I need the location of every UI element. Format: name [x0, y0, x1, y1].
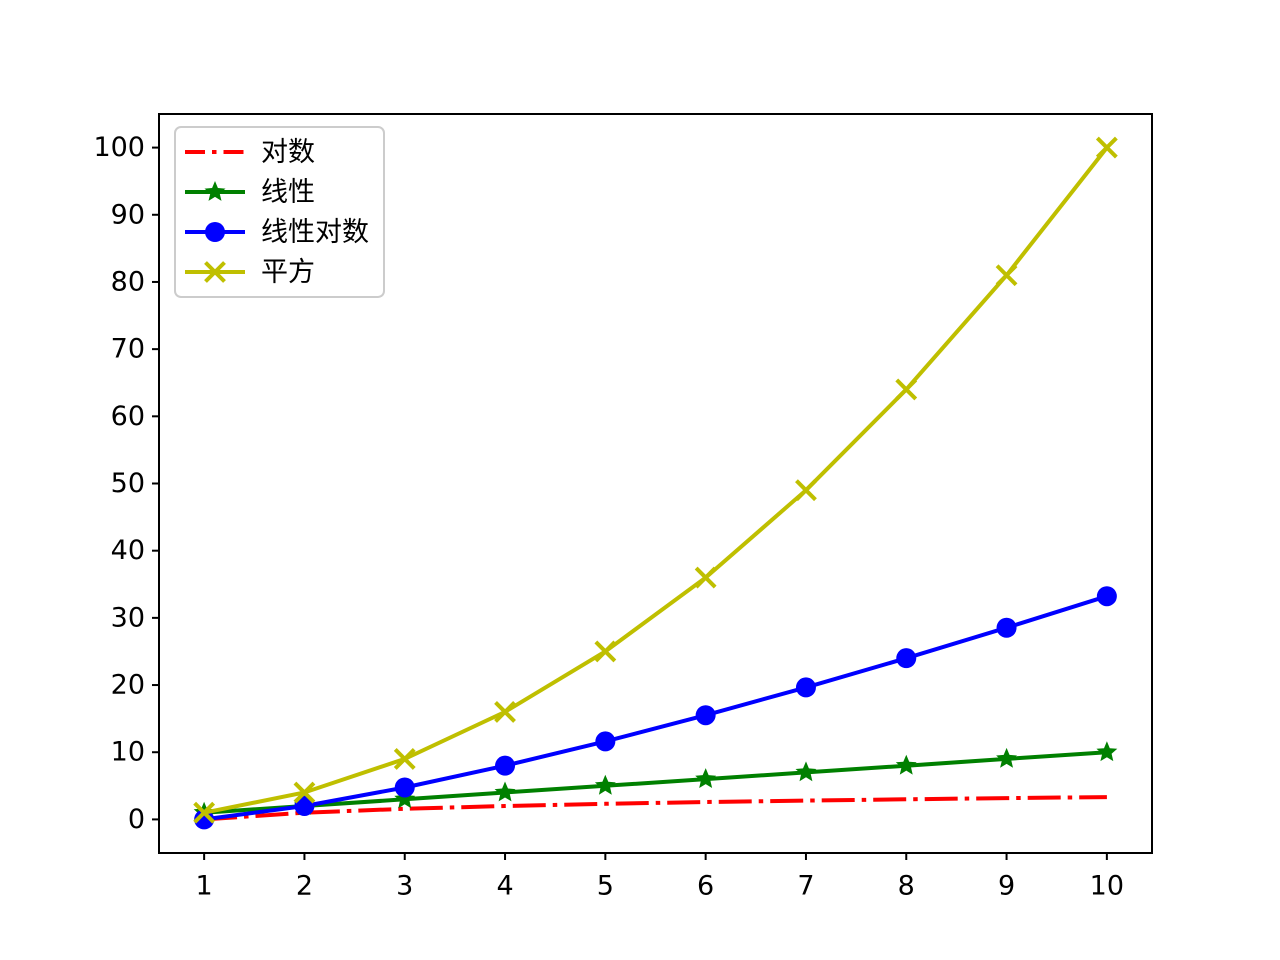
- x-marker: [204, 261, 226, 283]
- legend-item-3: 平方: [176, 253, 383, 291]
- star-marker: [795, 761, 817, 782]
- star-marker: [1096, 741, 1118, 762]
- x-marker: [995, 264, 1018, 287]
- series-line: [203, 594, 1108, 822]
- x-tick-label: 9: [998, 871, 1015, 902]
- star-marker: [695, 768, 717, 788]
- circle-marker: [294, 795, 315, 816]
- x-tick-label: 7: [797, 871, 814, 902]
- x-marker: [594, 640, 617, 663]
- star-marker: [494, 781, 516, 802]
- circle-line-sample-icon: [185, 222, 245, 242]
- x-marker: [293, 781, 316, 804]
- circle-marker: [194, 809, 215, 830]
- line-sample-icon: [185, 150, 245, 154]
- legend-label: 平方: [261, 256, 315, 288]
- series-line: [203, 750, 1108, 815]
- circle-marker: [394, 777, 415, 798]
- x-tick-label: 8: [898, 871, 915, 902]
- series-line: [203, 795, 1107, 822]
- x-line-sample-icon: [185, 261, 245, 283]
- circle-marker: [205, 222, 225, 242]
- legend-item-1: 线性: [176, 173, 383, 211]
- y-tick-label: 20: [111, 670, 145, 701]
- y-tick-label: 100: [93, 132, 145, 163]
- star-marker: [394, 788, 416, 809]
- series-0: [203, 795, 1107, 822]
- x-marker: [694, 566, 717, 589]
- x-marker: [795, 479, 817, 502]
- y-tick-label: 90: [111, 199, 145, 230]
- series-line: [203, 146, 1109, 815]
- star-marker: [594, 774, 616, 795]
- circle-marker: [1096, 586, 1117, 607]
- x-tick-label: 4: [496, 871, 513, 902]
- legend-item-0: 对数: [176, 133, 383, 171]
- legend-label: 线性: [261, 176, 315, 208]
- x-marker: [193, 801, 216, 824]
- star-marker: [204, 181, 226, 201]
- x-tick-label: 3: [396, 871, 413, 902]
- circle-marker: [595, 731, 616, 752]
- y-tick-label: 50: [111, 468, 145, 499]
- plot-border: [158, 113, 1153, 854]
- series-3: [193, 136, 1118, 824]
- x-tick-label: 6: [697, 871, 714, 902]
- x-marker: [895, 378, 918, 401]
- legend: 对数线性线性对数平方: [174, 126, 385, 298]
- x-tick-label: 5: [597, 871, 614, 902]
- x-tick-label: 1: [196, 871, 213, 902]
- x-tick-label: 2: [296, 871, 313, 902]
- circle-marker: [996, 617, 1017, 638]
- circle-marker: [896, 648, 917, 669]
- star-marker: [996, 747, 1017, 768]
- circle-marker: [495, 755, 516, 776]
- series-2: [194, 586, 1117, 830]
- y-tick-label: 70: [111, 334, 145, 365]
- y-tick-label: 30: [111, 602, 145, 633]
- legend-item-2: 线性对数: [176, 213, 383, 251]
- x-marker: [1095, 136, 1118, 159]
- y-tick-label: 40: [111, 535, 145, 566]
- legend-label: 线性对数: [261, 216, 369, 248]
- legend-label: 对数: [261, 136, 315, 168]
- y-tick-label: 10: [111, 737, 145, 768]
- x-marker: [393, 748, 416, 770]
- x-marker: [494, 701, 516, 723]
- star-marker: [895, 754, 917, 775]
- circle-marker: [795, 677, 816, 698]
- y-tick-label: 60: [111, 401, 145, 432]
- circle-marker: [695, 705, 716, 726]
- y-tick-label: 80: [111, 266, 145, 297]
- x-tick-label: 10: [1090, 871, 1124, 902]
- star-line-sample-icon: [185, 181, 245, 201]
- y-tick-label: 0: [128, 804, 145, 835]
